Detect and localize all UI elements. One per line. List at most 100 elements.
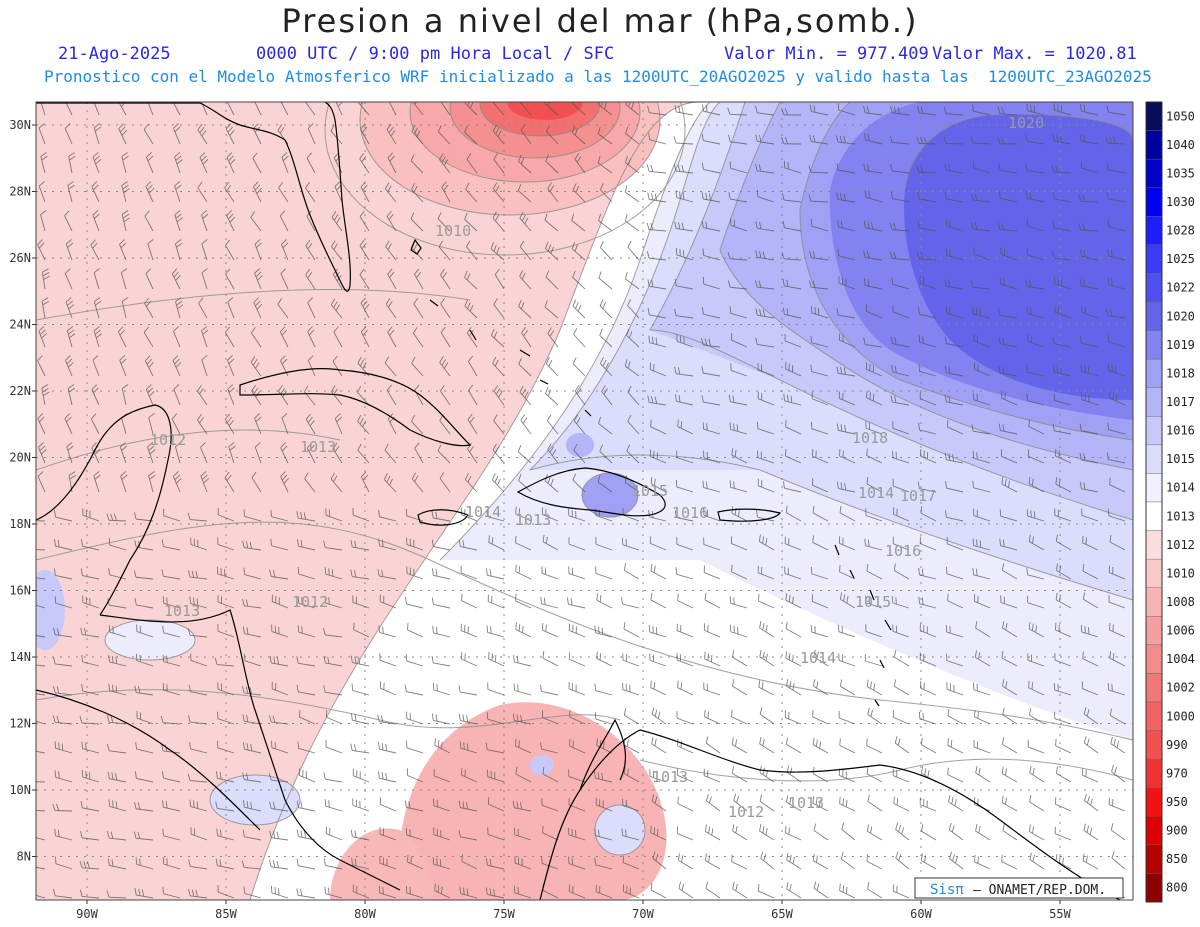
wind-barb [893,679,910,696]
wind-barb [241,860,262,870]
wind-barb [1080,104,1099,116]
wind-barb [758,593,775,609]
wind-barb [892,624,910,638]
wind-barb [161,800,181,812]
wind-barb [162,508,181,522]
wind-barb [759,621,775,638]
colorbar-label: 1015 [1166,452,1195,466]
wind-barb [701,395,721,406]
wind-barb [703,565,721,580]
wind-barb [324,799,343,812]
wind-barb [813,881,829,899]
wind-barb [673,164,694,174]
wind-barb [439,356,451,377]
wind-barb [1055,623,1072,638]
wind-barb [250,326,262,348]
wind-barb [866,564,883,580]
wind-barb [378,742,397,754]
wind-barb [242,829,262,841]
wind-barb [812,737,829,754]
wind-barb [758,534,775,551]
wind-barb [434,883,451,899]
wind-barb [406,537,424,551]
min-value: Valor Min. = 977.409 [724,44,929,64]
wind-barb [544,102,559,116]
wind-barb [947,420,964,435]
wind-barb [175,442,182,464]
wind-barb [54,741,73,754]
wind-barb [40,152,48,174]
wind-barb [622,653,640,667]
wind-barb [891,595,910,609]
wind-barb [622,855,640,870]
wind-barb [626,328,640,348]
wind-barb [571,242,586,261]
wind-barb [81,539,100,551]
wind-barb [676,826,694,841]
wind-barb [1052,191,1072,203]
wind-barb [384,443,397,464]
wind-barb [623,621,640,638]
lon-tick-label: 60W [910,907,932,921]
lat-tick-label: 14N [9,650,31,664]
wind-barb [359,152,370,174]
plot-frame [35,101,1134,901]
wind-barb [944,365,964,377]
wind-barb [946,566,964,580]
wind-barb [1029,765,1045,783]
wind-barb [594,828,613,841]
wind-barb [325,740,343,754]
wind-barb [145,181,155,203]
wind-barb [437,125,451,145]
wind-barb [41,268,50,290]
wind-barb [281,413,289,435]
wind-barb [544,300,559,319]
isobar-label: 1013 [788,794,824,812]
wind-barb [224,326,235,348]
colorbar-swatch [1145,587,1163,617]
wind-barb [866,448,883,464]
wind-barb [461,854,478,870]
wind-barb [305,268,316,290]
wind-barb [493,153,505,174]
wind-barb [544,213,559,232]
wind-barb [919,391,937,406]
wind-barb [944,336,964,348]
wind-barb [92,152,102,174]
wind-barb [836,423,856,435]
wind-barb [626,444,640,464]
wind-barb [162,857,181,870]
wind-barb [379,653,397,667]
wind-barb [917,105,937,116]
wind-barb [253,181,262,203]
wind-barb [784,334,802,348]
wind-barb [547,182,559,203]
wind-barb [781,251,802,261]
wind-barb [837,248,856,261]
colorbar-swatch [1145,187,1163,217]
wind-barb [1109,708,1126,725]
wind-barb [520,414,532,435]
wind-barb [280,442,289,464]
wind-barb [67,181,75,203]
max-value: Valor Max. = 1020.81 [932,44,1137,64]
wind-barb [893,563,910,580]
wind-barb [785,825,802,841]
wind-barb [597,127,613,145]
wind-barb [161,744,181,754]
wind-barb [121,181,130,203]
wind-barb [892,478,910,493]
wind-barb [810,566,829,580]
wind-barb [410,154,424,174]
wind-barb [1081,508,1099,522]
wind-barb [863,250,883,261]
wind-barb [1027,334,1045,348]
wind-barb [574,385,586,406]
wind-barb [757,421,775,435]
wind-barb [41,297,49,319]
wind-barb [754,280,775,290]
wind-barb [40,210,47,232]
wind-barb [271,624,289,638]
wind-barb [542,651,559,667]
wind-barb [809,104,829,116]
